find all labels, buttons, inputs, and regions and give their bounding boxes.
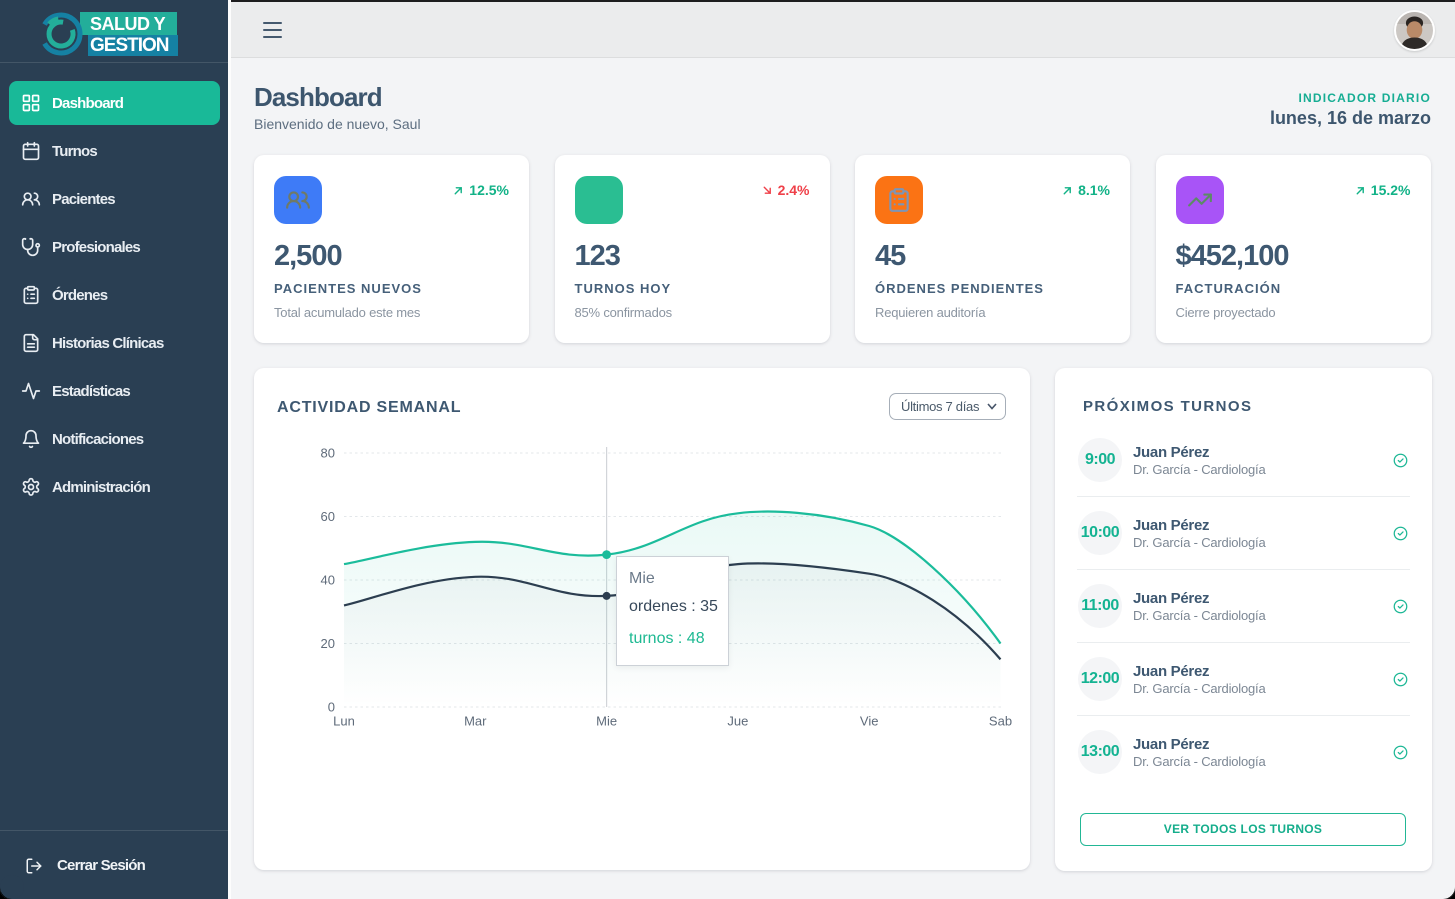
svg-text:Vie: Vie: [860, 714, 879, 729]
svg-text:0: 0: [328, 700, 335, 715]
svg-text:Sab: Sab: [989, 714, 1012, 729]
svg-text:40: 40: [321, 573, 335, 588]
svg-text:80: 80: [321, 446, 335, 461]
svg-text:Mie: Mie: [596, 714, 617, 729]
svg-text:60: 60: [321, 509, 335, 524]
svg-text:Jue: Jue: [727, 714, 748, 729]
svg-text:Lun: Lun: [333, 714, 355, 729]
svg-text:Mar: Mar: [464, 714, 487, 729]
svg-text:20: 20: [321, 636, 335, 651]
